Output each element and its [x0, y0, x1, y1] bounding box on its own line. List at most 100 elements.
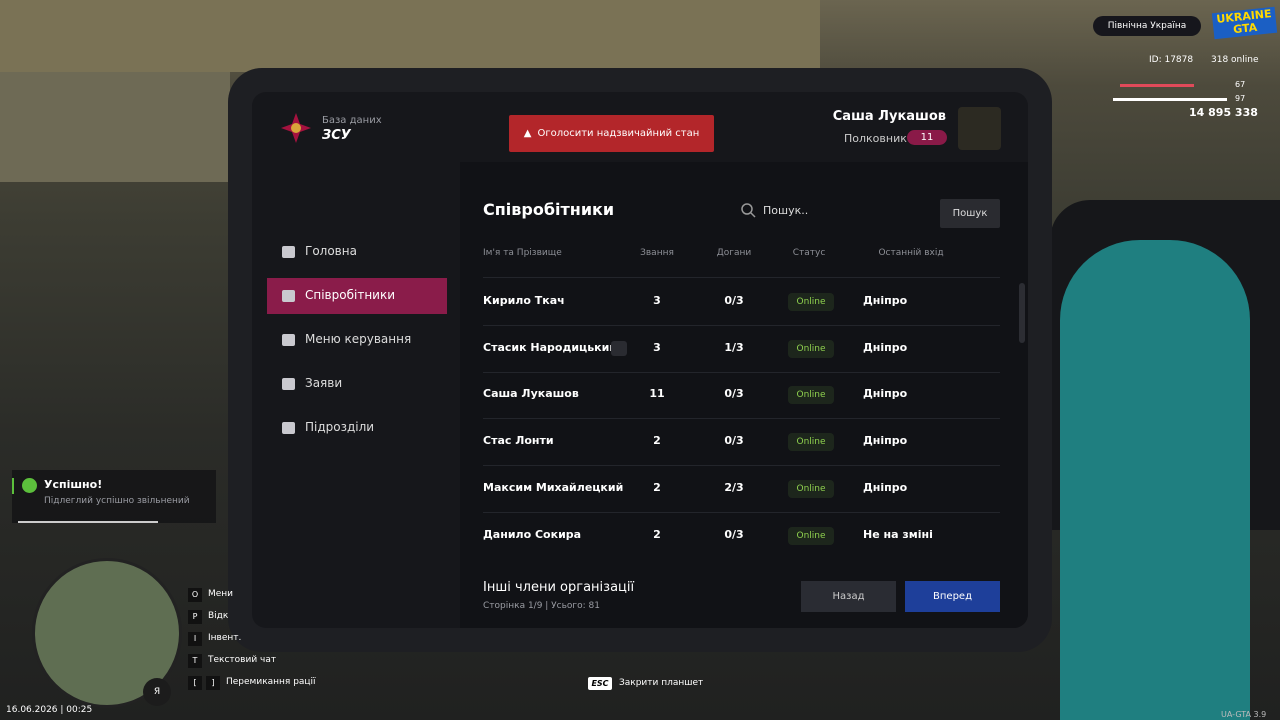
key-label: Відк — [208, 611, 229, 621]
search-input[interactable]: Пошук.. — [763, 204, 809, 217]
reprimands: 1/3 — [724, 340, 744, 354]
last-login: Дніпро — [863, 387, 908, 401]
column-header: Статус — [792, 248, 826, 258]
avatar — [958, 107, 1001, 150]
status-badge: Online — [788, 479, 834, 498]
health-bar — [1120, 84, 1194, 87]
last-login: Дніпро — [863, 434, 908, 448]
notification: Успішно! Підлеглий успішно звільнений — [12, 470, 216, 523]
rank: 2 — [653, 434, 661, 448]
logo: UKRAINE GTA — [1211, 6, 1278, 40]
rank: 3 — [653, 294, 661, 307]
employee-name: Кирило Ткач — [483, 294, 565, 307]
server-badge: Північна Україна — [1093, 16, 1201, 36]
key-label: Перемикання рації — [226, 677, 316, 687]
building — [0, 72, 230, 182]
key-cap: O — [188, 588, 202, 602]
nav-item[interactable]: Головна — [305, 244, 357, 258]
row-separator — [483, 511, 1000, 513]
armor-value: 97 — [1235, 94, 1246, 103]
footer-title: Інші члени організації — [483, 580, 635, 595]
back-button[interactable]: Назад — [801, 581, 896, 612]
employee-name: Максим Михайлецкий — [483, 480, 624, 494]
esc-label: Закрити планшет — [619, 678, 704, 688]
check-icon — [22, 478, 37, 493]
notification-message: Підлеглий успішно звільнений — [44, 496, 190, 506]
reprimands: 0/3 — [724, 527, 744, 541]
reprimands: 0/3 — [724, 434, 744, 448]
emblem — [281, 113, 311, 143]
status-badge: Online — [788, 526, 834, 545]
nav-icon — [282, 422, 295, 434]
last-login: Дніпро — [863, 480, 908, 494]
column-header: Ім'я та Прізвище — [483, 248, 562, 258]
reprimands: 2/3 — [724, 480, 744, 494]
armor-bar — [1113, 98, 1228, 101]
rank: 3 — [653, 340, 661, 354]
row-separator — [483, 325, 1000, 326]
last-login: Не на зміні — [863, 527, 933, 541]
key-cap: T — [188, 654, 202, 668]
reprimands: 0/3 — [724, 387, 744, 401]
status-badge: Online — [788, 339, 834, 358]
player-id: ID: 17878 — [1149, 55, 1194, 65]
status-badge: Online — [788, 293, 834, 311]
alert-icon: ▲ — [523, 128, 532, 139]
esc-key: ESC — [588, 677, 612, 690]
nav-item[interactable]: Співробітники — [305, 288, 396, 302]
nav-item[interactable]: Меню керування — [305, 332, 412, 346]
org-caption: База даних — [322, 115, 382, 126]
nav-icon — [282, 378, 295, 390]
section-title: Співробітники — [483, 200, 615, 219]
shield-icon — [611, 341, 627, 356]
last-login: Дніпро — [863, 294, 908, 307]
building — [0, 0, 820, 72]
alert-label: Оголосити надзвичайний стан — [537, 128, 700, 139]
tablet-screen — [252, 92, 1028, 628]
search-button[interactable]: Пошук — [940, 199, 1000, 228]
row-separator — [483, 277, 1000, 278]
pagination: Сторінка 1/9 | Усього: 81 — [483, 601, 601, 611]
money: 14 895 338 — [1189, 106, 1258, 119]
key-cap: [ — [188, 676, 202, 690]
rank: 2 — [653, 480, 661, 494]
datetime: 16.06.2026 | 00:25 — [6, 705, 93, 715]
column-header: Останній вхід — [878, 248, 944, 258]
org-name: ЗСУ — [322, 128, 351, 143]
nav-item[interactable]: Заяви — [305, 376, 343, 390]
search-icon — [741, 203, 756, 218]
nav-icon — [282, 290, 295, 302]
reprimands: 0/3 — [724, 294, 744, 307]
user-rank: Полковник — [844, 132, 907, 145]
alert-button[interactable]: ▲ Оголосити надзвичайний стан — [509, 115, 714, 152]
version: UA-GTA 3.9 — [1221, 710, 1267, 719]
employee-name: Стасик Народицький — [483, 340, 618, 354]
column-header: Догани — [716, 248, 752, 258]
mic-button: Я — [143, 678, 171, 706]
rank: 2 — [653, 527, 661, 541]
key-label: Мени — [208, 589, 234, 599]
employee-name: Саша Лукашов — [483, 387, 579, 401]
rank: 11 — [649, 387, 665, 401]
nav-icon — [282, 334, 295, 346]
notification-accent — [12, 478, 14, 494]
content-panel — [460, 162, 1028, 628]
rank-badge: 11 — [907, 130, 947, 145]
key-label: Текстовий чат — [208, 655, 277, 665]
nav-item[interactable]: Підрозділи — [305, 420, 375, 434]
key-label: Інвент. — [208, 633, 242, 643]
key-cap: I — [188, 632, 202, 646]
scrollbar — [1019, 283, 1025, 343]
row-separator — [483, 371, 1000, 373]
last-login: Дніпро — [863, 340, 908, 354]
online-count: 318 online — [1211, 55, 1259, 65]
character — [1060, 240, 1250, 720]
status-badge: Online — [788, 386, 834, 405]
next-button[interactable]: Вперед — [905, 581, 1000, 612]
employee-name: Данило Сокира — [483, 527, 582, 541]
row-separator — [483, 418, 1000, 420]
notification-title: Успішно! — [44, 478, 103, 491]
notification-progress — [18, 521, 158, 523]
health-value: 67 — [1235, 80, 1246, 89]
